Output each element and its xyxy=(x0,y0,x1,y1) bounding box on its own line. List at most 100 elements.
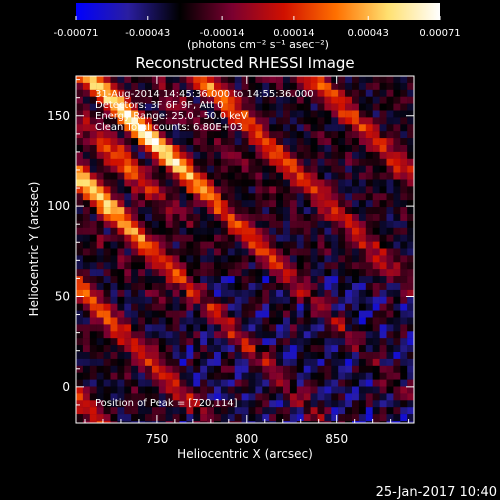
heatmap-cell xyxy=(138,303,146,311)
heatmap-cell xyxy=(220,386,228,394)
heatmap-cell xyxy=(372,310,380,318)
heatmap-cell xyxy=(303,414,311,422)
heatmap-cell xyxy=(296,151,304,159)
heatmap-cell xyxy=(193,303,201,311)
heatmap-cell xyxy=(241,248,249,256)
heatmap-cell xyxy=(331,214,339,222)
heatmap-cell xyxy=(138,269,146,277)
heatmap-cell xyxy=(131,227,139,235)
heatmap-cell xyxy=(345,179,353,187)
heatmap-cell xyxy=(317,338,325,346)
heatmap-cell xyxy=(303,138,311,146)
heatmap-cell xyxy=(345,145,353,153)
heatmap-cell xyxy=(124,172,132,180)
heatmap-cell xyxy=(76,200,84,208)
heatmap-cell xyxy=(131,214,139,222)
heatmap-cell xyxy=(289,145,297,153)
heatmap-cell xyxy=(89,214,97,222)
heatmap-cell xyxy=(324,241,332,249)
heatmap-cell xyxy=(393,296,401,304)
heatmap-cell xyxy=(207,400,215,408)
heatmap-cell xyxy=(386,76,394,84)
heatmap-cell xyxy=(82,214,90,222)
heatmap-cell xyxy=(289,372,297,380)
heatmap-cell xyxy=(338,193,346,201)
heatmap-cell xyxy=(131,103,139,111)
heatmap-cell xyxy=(179,76,187,84)
heatmap-cell xyxy=(145,379,153,387)
heatmap-cell xyxy=(407,193,414,201)
heatmap-cell xyxy=(262,310,270,318)
heatmap-cell xyxy=(145,131,153,139)
heatmap-cell xyxy=(310,289,318,297)
heatmap-cell xyxy=(138,234,146,242)
heatmap-cell xyxy=(352,200,360,208)
heatmap-cell xyxy=(124,76,132,84)
heatmap-cell xyxy=(103,310,111,318)
heatmap-cell xyxy=(331,241,339,249)
heatmap-cell xyxy=(227,358,235,366)
heatmap-cell xyxy=(145,331,153,339)
heatmap-cell xyxy=(145,407,153,415)
heatmap-cell xyxy=(372,324,380,332)
heatmap-cell xyxy=(365,352,373,360)
heatmap-cell xyxy=(283,220,291,228)
heatmap-cell xyxy=(193,393,201,401)
heatmap-cell xyxy=(296,193,304,201)
heatmap-cell xyxy=(179,186,187,194)
heatmap-cell xyxy=(379,269,387,277)
heatmap-cell xyxy=(103,241,111,249)
heatmap-cell xyxy=(269,82,277,90)
heatmap-cell xyxy=(214,138,222,146)
heatmap-cell xyxy=(372,179,380,187)
heatmap-cell xyxy=(117,303,125,311)
heatmap-cell xyxy=(345,386,353,394)
heatmap-cell xyxy=(338,179,346,187)
heatmap-cell xyxy=(338,414,346,422)
heatmap-cell xyxy=(379,386,387,394)
heatmap-cell xyxy=(131,345,139,353)
heatmap-cell xyxy=(358,151,366,159)
heatmap-cell xyxy=(220,172,228,180)
heatmap-cell xyxy=(103,324,111,332)
heatmap-cell xyxy=(103,110,111,118)
heatmap-cell xyxy=(365,103,373,111)
heatmap-cell xyxy=(96,145,104,153)
heatmap-cell xyxy=(110,158,118,166)
heatmap-cell xyxy=(303,379,311,387)
heatmap-cell xyxy=(110,220,118,228)
heatmap-cell xyxy=(214,352,222,360)
heatmap-cell xyxy=(186,352,194,360)
heatmap-cell xyxy=(331,262,339,270)
heatmap-cell xyxy=(207,186,215,194)
heatmap-cell xyxy=(234,131,242,139)
heatmap-cell xyxy=(289,96,297,104)
heatmap-cell xyxy=(310,151,318,159)
heatmap-cell xyxy=(276,358,284,366)
heatmap-cell xyxy=(234,372,242,380)
heatmap-cell xyxy=(345,255,353,263)
heatmap-cell xyxy=(234,421,242,423)
heatmap-cell xyxy=(262,338,270,346)
heatmap-cell xyxy=(103,214,111,222)
heatmap-cell xyxy=(331,200,339,208)
heatmap-cell xyxy=(255,303,263,311)
heatmap-cell xyxy=(110,234,118,242)
heatmap-cell xyxy=(227,117,235,125)
heatmap-cell xyxy=(324,310,332,318)
heatmap-cell xyxy=(372,124,380,132)
heatmap-cell xyxy=(379,310,387,318)
heatmap-cell xyxy=(117,248,125,256)
heatmap-cell xyxy=(283,393,291,401)
heatmap-cell xyxy=(200,414,208,422)
heatmap-cell xyxy=(89,241,97,249)
heatmap-cell xyxy=(234,110,242,118)
heatmap-cell xyxy=(352,324,360,332)
heatmap-cell xyxy=(400,276,408,284)
heatmap-cell xyxy=(165,179,173,187)
heatmap-cell xyxy=(400,317,408,325)
heatmap-cell xyxy=(255,393,263,401)
heatmap-cell xyxy=(269,193,277,201)
heatmap-cell xyxy=(372,214,380,222)
heatmap-cell xyxy=(179,172,187,180)
